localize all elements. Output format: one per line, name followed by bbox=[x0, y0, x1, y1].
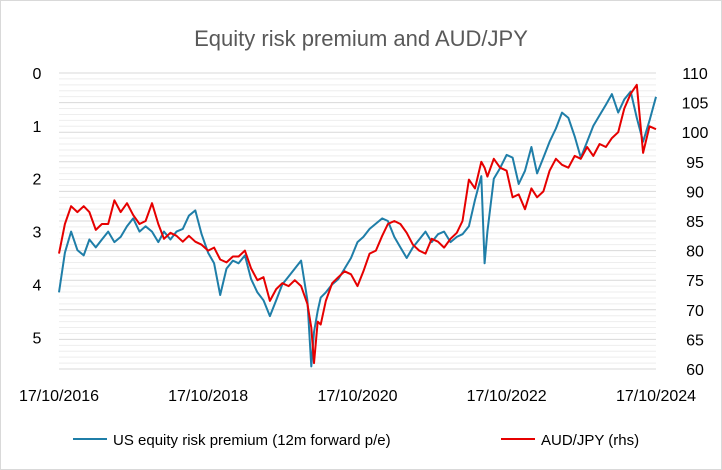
series-lines bbox=[58, 83, 657, 368]
right-tick-label: 75 bbox=[686, 273, 704, 290]
series-line-aud-jpy bbox=[58, 83, 657, 365]
right-tick-label: 100 bbox=[682, 125, 709, 142]
right-tick-label: 65 bbox=[686, 332, 704, 349]
x-tick-label: 17/10/2024 bbox=[616, 388, 696, 405]
x-tick-label: 17/10/2016 bbox=[19, 388, 99, 405]
gridlines bbox=[59, 72, 656, 370]
right-tick-label: 70 bbox=[686, 303, 704, 320]
right-tick-label: 90 bbox=[686, 184, 704, 201]
left-tick-label: 2 bbox=[33, 172, 42, 189]
legend: US equity risk premium (12m forward p/e)… bbox=[73, 432, 639, 449]
right-axis-ticks: 60 65 70 75 80 85 90 95 100 105 110 bbox=[682, 66, 709, 379]
left-tick-label: 5 bbox=[33, 330, 42, 347]
left-tick-label: 0 bbox=[33, 66, 42, 83]
x-axis-ticks: 17/10/2016 17/10/2018 17/10/2020 17/10/2022… bbox=[19, 388, 696, 405]
x-tick-label: 17/10/2020 bbox=[317, 388, 397, 405]
legend-label-equity-risk-premium: US equity risk premium (12m forward p/e) bbox=[113, 432, 391, 449]
right-tick-label: 80 bbox=[686, 244, 704, 261]
left-tick-label: 3 bbox=[33, 225, 42, 242]
right-tick-label: 105 bbox=[682, 96, 709, 113]
right-tick-label: 95 bbox=[686, 155, 704, 172]
right-tick-label: 110 bbox=[682, 66, 708, 83]
left-tick-label: 4 bbox=[33, 277, 42, 294]
series-line-equity-risk-premium bbox=[58, 90, 657, 368]
chart-title: Equity risk premium and AUD/JPY bbox=[194, 26, 528, 51]
left-axis-ticks: 0 1 2 3 4 5 bbox=[33, 66, 42, 347]
right-tick-label: 60 bbox=[686, 362, 704, 379]
left-tick-label: 1 bbox=[33, 119, 42, 136]
legend-label-aud-jpy: AUD/JPY (rhs) bbox=[541, 432, 639, 449]
x-tick-label: 17/10/2022 bbox=[467, 388, 547, 405]
right-tick-label: 85 bbox=[686, 214, 704, 231]
x-tick-label: 17/10/2018 bbox=[168, 388, 248, 405]
